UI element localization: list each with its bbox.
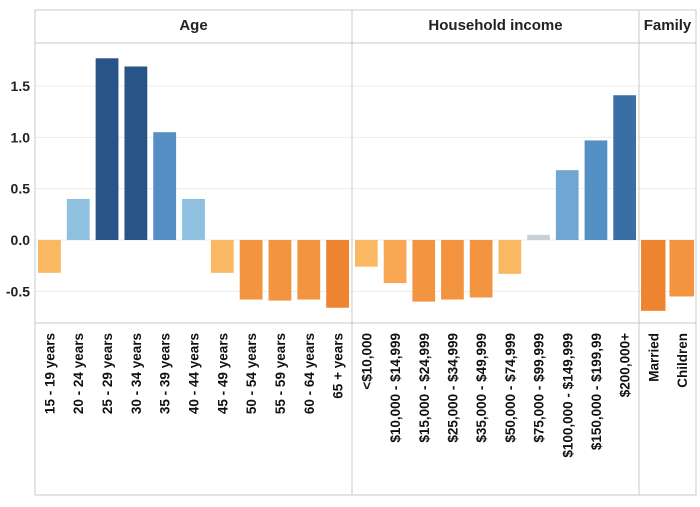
y-tick-label: 1.0 [11, 129, 31, 145]
panel-title: Family [644, 17, 692, 34]
x-tick-label: $50,000 - $74,999 [503, 333, 518, 443]
x-tick-label: 65 + years [331, 333, 346, 399]
bar [469, 240, 493, 298]
y-tick-label: 0.0 [11, 232, 31, 248]
bar [498, 240, 522, 274]
x-tick-label: $200,000+ [618, 333, 633, 397]
panel-headers: Age Household income Family [179, 17, 692, 34]
bar [239, 240, 263, 300]
bar [527, 234, 550, 240]
bar [326, 240, 349, 308]
x-tick-label: 15 - 19 years [42, 333, 57, 414]
bar [38, 240, 61, 273]
bar [182, 198, 205, 240]
x-tick-label: 50 - 54 years [244, 333, 259, 414]
x-tick-label: 35 - 39 years [158, 333, 173, 414]
y-tick-label: -0.5 [6, 283, 30, 299]
bar [555, 170, 579, 240]
x-tick-label: $150,000 - $199,99 [589, 333, 604, 450]
x-tick-label: Married [646, 333, 661, 382]
x-tick-label: $35,000 - $49,999 [474, 333, 489, 443]
bar [441, 240, 464, 300]
bar [641, 240, 666, 311]
x-tick-label: <$10,000 [359, 333, 374, 390]
x-tick-label: $100,000 - $149,999 [560, 333, 575, 458]
x-tick-label: 20 - 24 years [71, 333, 86, 414]
bar [124, 66, 148, 240]
bar [153, 132, 177, 240]
x-tick-label: 60 - 64 years [302, 333, 317, 414]
x-tick-label: 40 - 44 years [187, 333, 202, 414]
x-tick-label: $25,000 - $34,999 [445, 333, 460, 443]
x-tick-label: 55 - 59 years [273, 333, 288, 414]
outer-border [34, 9, 697, 496]
panel-title: Household income [428, 17, 562, 34]
bar [210, 240, 234, 273]
x-axis-labels: 15 - 19 years 20 - 24 years 25 - 29 years 3… [42, 333, 689, 458]
x-tick-label: $10,000 - $14,999 [388, 333, 403, 443]
x-tick-label: 45 - 49 years [215, 333, 230, 414]
chart-frame [34, 9, 697, 496]
x-tick-label: $75,000 - $99,999 [532, 333, 547, 443]
x-tick-label: 25 - 29 years [100, 333, 115, 414]
bar [297, 240, 321, 300]
bar [383, 240, 407, 284]
x-tick-label: $15,000 - $24,999 [417, 333, 432, 443]
y-tick-label: 0.5 [11, 181, 31, 197]
bar [584, 140, 608, 240]
bar [95, 58, 119, 240]
bar [669, 240, 694, 297]
bar [412, 240, 436, 302]
bar [268, 240, 292, 301]
bar [613, 95, 636, 241]
y-axis: -0.5 0.0 0.5 1.0 1.5 [6, 78, 30, 299]
x-tick-label: 30 - 34 years [129, 333, 144, 414]
bars [38, 58, 694, 311]
bar [355, 240, 378, 267]
bar [66, 198, 90, 240]
x-tick-label: Children [675, 333, 690, 388]
y-tick-label: 1.5 [11, 78, 31, 94]
panel-title: Age [179, 17, 207, 34]
